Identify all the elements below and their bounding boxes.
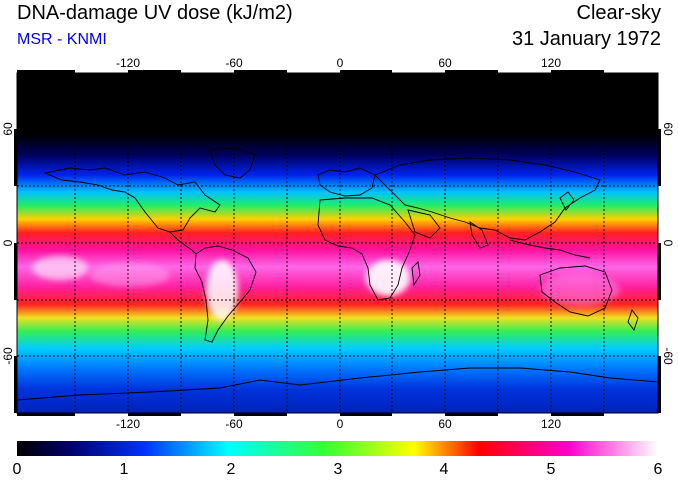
lat-tick-label: 0 (1, 239, 15, 246)
date-label: 31 January 1972 (511, 28, 661, 50)
lon-tick-label: 60 (438, 56, 452, 70)
axis-bar (128, 413, 181, 416)
left-axis: 60 0 -60 (1, 122, 17, 413)
lon-tick-label: -120 (116, 417, 140, 431)
colorbar-label: 0 (13, 461, 22, 478)
colorbar-label: 1 (120, 461, 129, 478)
axis-bar (128, 70, 181, 73)
north-america-coast (43, 167, 221, 233)
graticule (17, 73, 658, 413)
coastlines (17, 147, 658, 401)
axis-bar (658, 129, 661, 186)
axis-bar (445, 413, 498, 416)
colorbar-gradient (17, 441, 658, 456)
antarctica-coast (17, 367, 658, 401)
axis-bar (14, 356, 17, 413)
colorbar: 0 1 2 3 4 5 6 (13, 441, 663, 478)
axis-bar (17, 70, 75, 73)
axis-bar (658, 356, 661, 413)
south-pacific-high-dose (90, 263, 170, 287)
lon-tick-label: -120 (116, 56, 140, 70)
south-america-high-dose (206, 260, 238, 320)
greenland-coast (209, 147, 256, 179)
lat-tick-label: -60 (1, 347, 15, 365)
axis-bar (445, 70, 498, 73)
australia-high-dose (540, 274, 620, 306)
colorbar-label: 3 (334, 461, 343, 478)
right-axis: 60 0 -60 (658, 122, 675, 413)
east-pacific-high-dose (32, 256, 88, 280)
lon-tick-label: 0 (337, 417, 344, 431)
lon-tick-label: 120 (541, 417, 561, 431)
lon-tick-label: 0 (337, 56, 344, 70)
uv-field (17, 73, 658, 413)
colorbar-label: 6 (654, 461, 663, 478)
new-zealand-coast (627, 309, 639, 331)
axis-bar (14, 243, 17, 300)
lat-tick-label: 60 (661, 122, 675, 136)
top-axis: -120 -60 0 60 120 (17, 56, 604, 73)
lat-tick-label: 60 (1, 122, 15, 136)
lat-tick-label: -60 (661, 347, 675, 365)
europe-coast (317, 167, 376, 197)
lat-tick-label: 0 (661, 240, 675, 247)
high-dose-regions (32, 256, 620, 320)
axis-bar (234, 70, 287, 73)
axis-bar (17, 413, 75, 416)
axis-bar (340, 70, 392, 73)
southern-africa-high-dose (366, 260, 410, 296)
colorbar-label: 5 (547, 461, 556, 478)
source-label: MSR - KNMI (17, 31, 107, 48)
lon-tick-label: -60 (225, 56, 243, 70)
colorbar-label: 2 (227, 461, 236, 478)
bottom-axis: -120 -60 0 60 120 (17, 413, 604, 431)
sky-condition-label: Clear-sky (576, 2, 661, 24)
axis-bar (14, 129, 17, 186)
japan-coast (559, 191, 575, 211)
axis-bar (340, 413, 392, 416)
lon-tick-label: 60 (438, 417, 452, 431)
africa-coast (317, 197, 416, 301)
madagascar-coast (411, 261, 421, 287)
central-america-coast (169, 231, 197, 255)
map-title: DNA-damage UV dose (kJ/m2) (17, 2, 293, 24)
south-america-coast (194, 245, 257, 343)
lon-tick-label: 120 (541, 56, 561, 70)
lon-tick-label: -60 (225, 417, 243, 431)
arabia-coast (407, 209, 441, 239)
colorbar-label: 4 (440, 461, 449, 478)
axis-bar (658, 243, 661, 300)
india-coast (469, 221, 489, 249)
axis-bar (551, 413, 604, 416)
asia-coast (374, 157, 601, 241)
axis-bar (551, 70, 604, 73)
axis-bar (234, 413, 287, 416)
